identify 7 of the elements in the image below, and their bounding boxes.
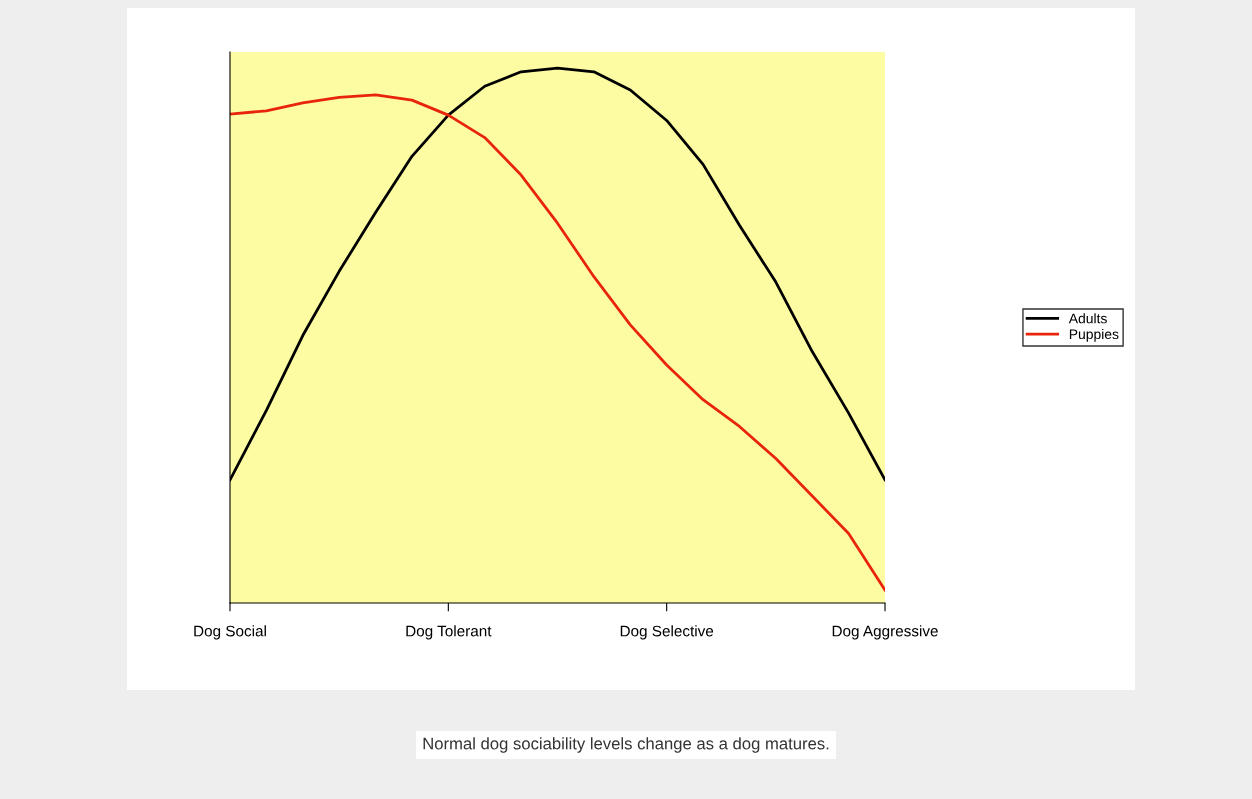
text: Normal dog sociability levels change as a dog matures. (423, 737, 829, 753)
x-tick-label: Dog Social (194, 625, 266, 640)
x-tick-label: Dog Tolerant (406, 625, 492, 640)
legend-label: Adults (1068, 313, 1107, 324)
legend-label: Puppies (1069, 328, 1119, 342)
x-tick-label: Dog Selective (620, 625, 714, 640)
x-tick-label: Dog Aggressive (832, 625, 938, 640)
